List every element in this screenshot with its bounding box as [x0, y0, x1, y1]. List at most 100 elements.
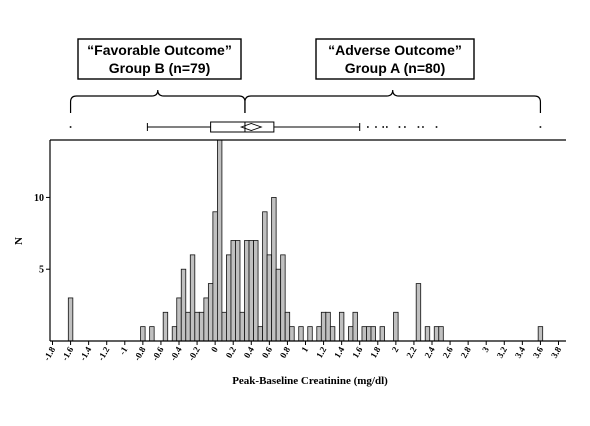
- x-tick-label: 1.6: [350, 345, 365, 360]
- x-tick-label: -1.2: [96, 345, 112, 363]
- x-tick-label: 1.8: [368, 345, 383, 360]
- x-tick-label: 3.8: [549, 345, 564, 360]
- x-tick-label: 1.4: [332, 345, 347, 360]
- histogram-bar: [284, 311, 291, 342]
- boxplot-outlier: [539, 126, 542, 128]
- histogram-bar: [230, 240, 236, 342]
- histogram-bar: [424, 326, 431, 342]
- histogram-bar: [338, 311, 345, 342]
- x-tick-label: -0.8: [132, 345, 148, 363]
- histogram-bar: [248, 240, 254, 342]
- histogram-bar: [537, 326, 544, 342]
- y-axis-title: N: [13, 237, 25, 245]
- favorable-callout-line1: “Favorable Outcome”: [87, 42, 232, 58]
- histogram-bar: [185, 311, 191, 342]
- histogram-bar: [253, 240, 259, 342]
- histogram-bar: [280, 254, 286, 342]
- x-axis-title: Peak-Baseline Creatinine (mg/dl): [232, 375, 388, 387]
- histogram-bar: [325, 311, 331, 342]
- boxplot-outlier: [404, 126, 406, 128]
- histogram-bar: [140, 326, 146, 342]
- x-tick-label: -1.6: [60, 345, 76, 363]
- x-tick-label: 2.4: [422, 345, 437, 360]
- histogram-bar: [176, 297, 182, 342]
- histogram-bar: [393, 311, 399, 342]
- boxplot-outlier: [398, 126, 401, 128]
- x-tick-label: 3.2: [495, 345, 510, 360]
- histogram-bar: [348, 326, 354, 342]
- favorable-callout-box: [77, 38, 242, 80]
- adverse-callout-line1: “Adverse Outcome”: [328, 42, 462, 58]
- histogram-bar: [320, 311, 327, 342]
- histogram-bar: [67, 297, 74, 342]
- histogram-bar: [180, 268, 187, 342]
- x-tick-label: 0.4: [242, 345, 257, 360]
- histogram-bar: [266, 254, 273, 342]
- boxplot-outlier: [386, 126, 388, 128]
- histogram-bar: [438, 326, 444, 342]
- x-tick-label: 3: [480, 345, 491, 354]
- histogram-bar: [189, 254, 196, 342]
- histogram-bar: [216, 139, 223, 342]
- histogram-bar: [257, 326, 263, 342]
- histogram-bar: [203, 297, 209, 342]
- x-tick-label: -0.6: [150, 345, 166, 363]
- y-tick-label: 10: [34, 193, 44, 204]
- histogram-bar: [289, 326, 295, 342]
- histogram-bar: [239, 311, 245, 342]
- x-tick-label: -0.2: [186, 345, 202, 363]
- x-tick-label: -1.4: [78, 345, 94, 363]
- histogram-bar: [162, 311, 169, 342]
- x-tick-label: 0.2: [224, 345, 239, 360]
- x-tick-label: 0.8: [278, 345, 293, 360]
- histogram-bar: [379, 326, 385, 342]
- histogram-bar: [221, 311, 227, 342]
- histogram-bar: [366, 326, 372, 342]
- x-tick-label: 2.8: [459, 345, 474, 360]
- x-tick-label: 3.6: [531, 345, 546, 360]
- x-tick-label: 0.6: [260, 345, 275, 360]
- histogram-bar: [275, 268, 282, 342]
- histogram-bar: [149, 326, 155, 342]
- x-tick-label: -1.8: [41, 345, 57, 363]
- histogram-bar: [361, 326, 367, 342]
- histogram-bar: [352, 311, 358, 342]
- boxplot-outlier: [435, 126, 438, 128]
- x-tick-label: -1: [117, 345, 130, 357]
- histogram-bar: [194, 311, 200, 342]
- favorable-callout-line2: Group B (n=79): [109, 60, 211, 76]
- boxplot-mean-diamond: [239, 123, 263, 131]
- adverse-callout-line2: Group A (n=80): [345, 60, 445, 76]
- x-tick-label: 1: [299, 345, 310, 354]
- boxplot-outlier: [375, 126, 377, 128]
- histogram-bar: [433, 326, 440, 342]
- histogram-bars: [67, 139, 544, 342]
- histogram-bar: [235, 240, 241, 342]
- x-tick-label: -0.4: [168, 345, 184, 363]
- histogram-bar: [207, 283, 214, 342]
- histogram-bar: [307, 326, 313, 342]
- x-tick-label: 2.2: [404, 345, 419, 360]
- histogram-bar: [298, 326, 304, 342]
- histogram-bar: [262, 211, 268, 342]
- histogram-bar: [198, 311, 205, 342]
- adverse-callout-box: [315, 38, 475, 80]
- histogram-bar: [212, 211, 218, 342]
- x-tick-label: 2.6: [441, 345, 456, 360]
- histogram-bar: [226, 254, 232, 342]
- favorable-group-brace: [69, 89, 246, 113]
- boxplot-outlier: [367, 126, 369, 128]
- favorable-outcome-callout: “Favorable Outcome” Group B (n=79): [77, 38, 242, 80]
- x-tick-label: 1.2: [314, 345, 329, 360]
- y-tick-label: 5: [39, 265, 44, 276]
- boxplot: [69, 121, 542, 133]
- histogram-bar: [370, 326, 376, 342]
- adverse-group-brace: [244, 89, 542, 113]
- adverse-outcome-callout: “Adverse Outcome” Group A (n=80): [315, 38, 475, 80]
- boxplot-outlier: [69, 126, 72, 128]
- histogram-bar: [271, 197, 277, 342]
- x-tick-label: 3.4: [513, 345, 528, 360]
- boxplot-outlier: [382, 126, 385, 128]
- histogram-bar: [329, 326, 336, 342]
